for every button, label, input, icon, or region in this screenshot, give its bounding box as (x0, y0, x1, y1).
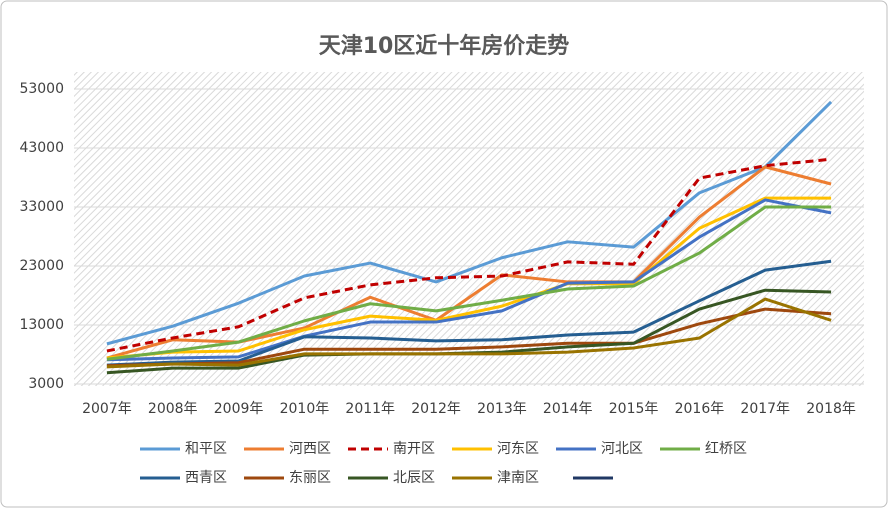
y-tick-label: 43000 (19, 140, 64, 156)
series-line (106, 307, 832, 368)
legend-label: 红桥区 (705, 441, 747, 457)
legend-label: 南开区 (393, 441, 435, 457)
y-tick-label: 23000 (19, 258, 64, 274)
legend-label: 津南区 (497, 470, 539, 486)
y-tick-label: 53000 (19, 81, 64, 97)
x-tick-label: 2008年 (148, 401, 198, 417)
series-line (106, 205, 832, 361)
legend-label: 河西区 (289, 441, 331, 457)
series-line (106, 157, 832, 353)
x-tick-label: 2015年 (609, 401, 659, 417)
series-line (106, 196, 832, 360)
legend-label: 河北区 (601, 441, 643, 457)
x-tick-label: 2017年 (740, 401, 790, 417)
x-tick-label: 2013年 (477, 401, 527, 417)
x-tick-label: 2010年 (280, 401, 330, 417)
legend-label: 北辰区 (393, 470, 435, 486)
x-tick-label: 2012年 (411, 401, 461, 417)
series-line (106, 198, 832, 362)
x-tick-label: 2007年 (82, 401, 132, 417)
y-tick-label: 3000 (28, 376, 64, 392)
y-tick-label: 13000 (19, 317, 64, 333)
chart-title: 天津10区近十年房价走势 (319, 33, 570, 59)
legend-label: 东丽区 (289, 470, 331, 486)
series-line (106, 100, 833, 346)
x-tick-label: 2018年 (806, 401, 856, 417)
x-tick-label: 2011年 (345, 401, 395, 417)
legend-label: 河东区 (497, 441, 539, 457)
y-tick-label: 33000 (19, 199, 64, 215)
legend-label: 西青区 (185, 470, 227, 486)
series-line (106, 259, 832, 367)
x-tick-label: 2009年 (214, 401, 264, 417)
series-line (106, 165, 832, 360)
x-tick-label: 2016年 (675, 401, 725, 417)
x-tick-label: 2014年 (543, 401, 593, 417)
series-line (106, 297, 832, 369)
legend-label: 和平区 (185, 441, 227, 457)
